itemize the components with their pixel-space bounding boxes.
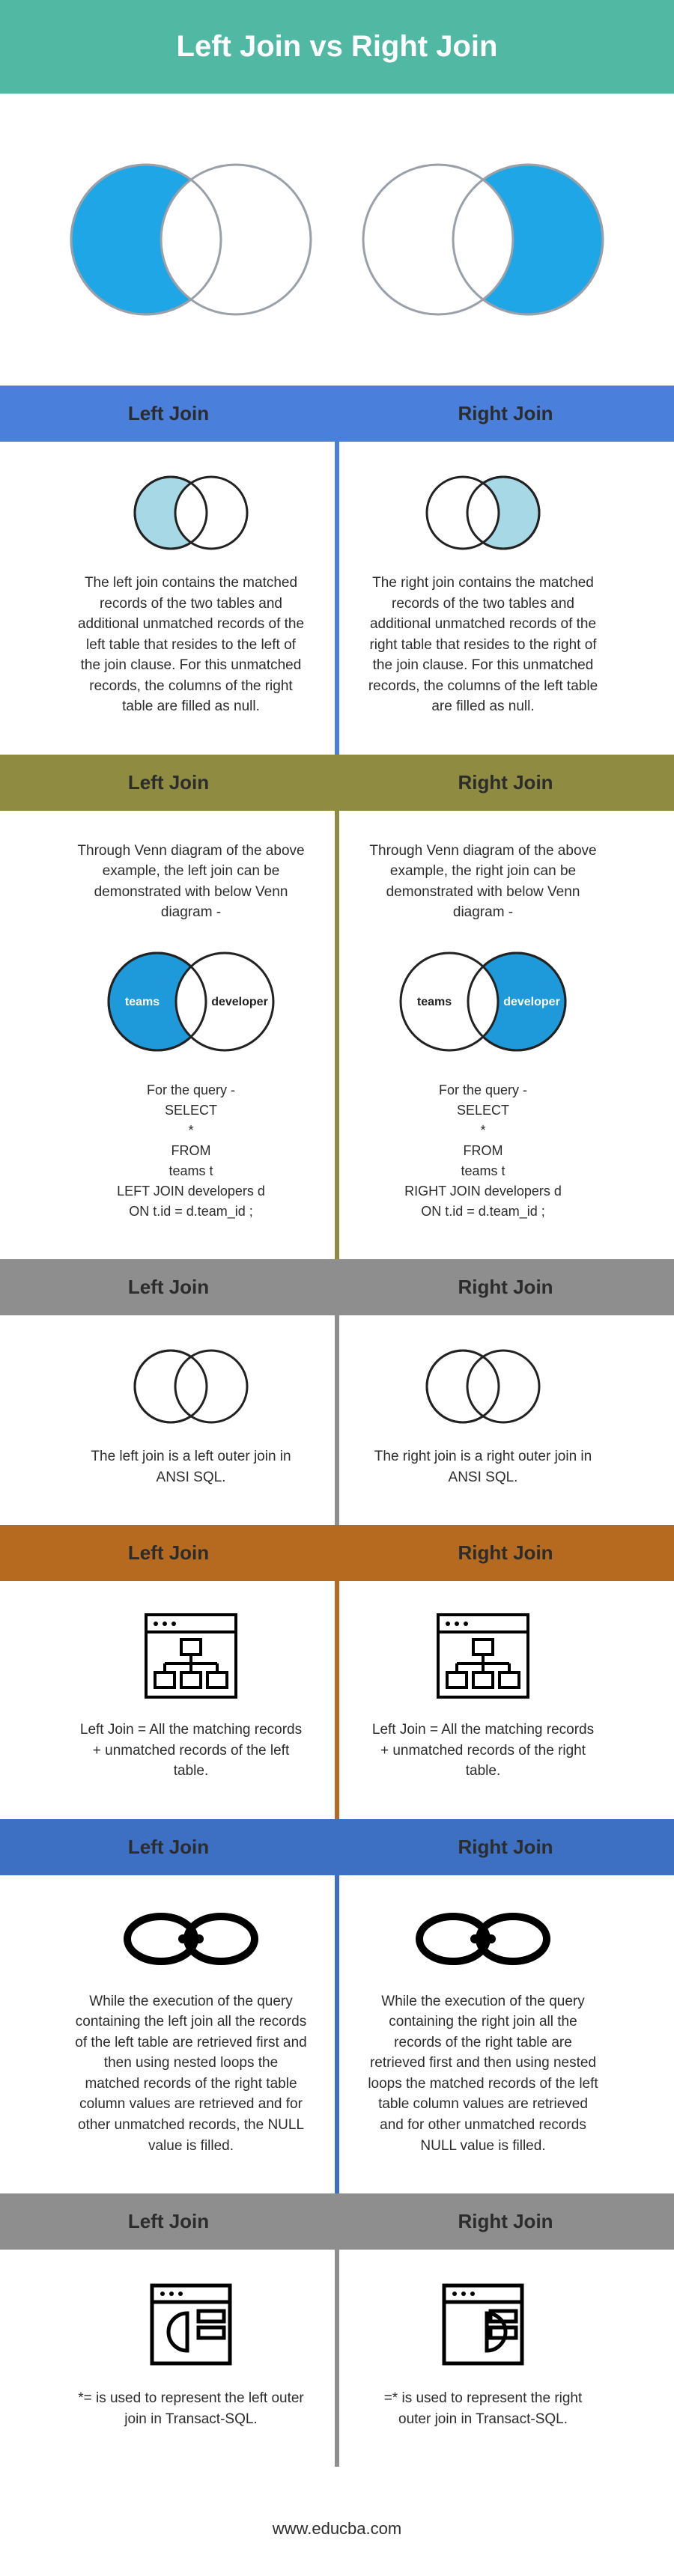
svg-text:teams: teams	[417, 996, 452, 1008]
description-text: The right join contains the matched reco…	[367, 573, 599, 717]
schema-icon	[434, 1611, 532, 1701]
body-cell: The right join is a right outer join in …	[337, 1315, 629, 1525]
venn-icon	[419, 1345, 547, 1428]
description-text: *= is used to represent the left outer j…	[75, 2388, 307, 2429]
header-cell: Right Join	[337, 1525, 674, 1581]
header-cell: Left Join	[0, 755, 337, 811]
header-cell: Left Join	[0, 1525, 337, 1581]
sql-code: For the query - SELECT * FROM teams t LE…	[117, 1080, 265, 1222]
header-cell: Left Join	[0, 2193, 337, 2250]
hero-venns	[45, 94, 629, 386]
body-cell: While the execution of the query contain…	[337, 1875, 629, 2193]
schema-icon	[142, 1611, 240, 1701]
chain-icon	[412, 1905, 554, 1973]
svg-text:developer: developer	[211, 996, 268, 1008]
body-cell: *= is used to represent the left outer j…	[45, 2250, 337, 2467]
section-body: *= is used to represent the left outer j…	[45, 2250, 629, 2467]
chain-icon	[120, 1905, 262, 1973]
body-cell: The left join is a left outer join in AN…	[45, 1315, 337, 1525]
section-header: Left JoinRight Join	[0, 1819, 674, 1875]
intro-text: Through Venn diagram of the above exampl…	[367, 841, 599, 923]
body-cell: The right join contains the matched reco…	[337, 442, 629, 755]
section-header: Left JoinRight Join	[0, 386, 674, 442]
comparison-sections: Left JoinRight JoinThe left join contain…	[45, 386, 629, 2467]
description-text: The left join contains the matched recor…	[75, 573, 307, 717]
header-cell: Right Join	[337, 755, 674, 811]
section-body: The left join is a left outer join in AN…	[45, 1315, 629, 1525]
section-header: Left JoinRight Join	[0, 1525, 674, 1581]
header-cell: Left Join	[0, 386, 337, 442]
body-cell: Left Join = All the matching records + u…	[337, 1581, 629, 1819]
body-cell: Through Venn diagram of the above exampl…	[337, 811, 629, 1259]
footer-url: www.educba.com	[45, 2467, 629, 2576]
svg-text:developer: developer	[503, 996, 560, 1008]
header-cell: Right Join	[337, 1259, 674, 1315]
section-divider	[335, 1875, 339, 2193]
header-cell: Left Join	[0, 1259, 337, 1315]
venn-icon	[127, 1345, 255, 1428]
description-text: =* is used to represent the right outer …	[367, 2388, 599, 2429]
description-text: Left Join = All the matching records + u…	[75, 1720, 307, 1782]
body-cell: The left join contains the matched recor…	[45, 442, 337, 755]
svg-text:teams: teams	[125, 996, 160, 1008]
venn-icon	[419, 472, 547, 554]
intro-text: Through Venn diagram of the above exampl…	[75, 841, 307, 923]
venn-labeled-icon: teams developer	[386, 942, 580, 1062]
section-divider	[335, 1581, 339, 1819]
section-header: Left JoinRight Join	[0, 1259, 674, 1315]
window-icon	[438, 2280, 528, 2369]
description-text: Left Join = All the matching records + u…	[367, 1720, 599, 1782]
section-body: Through Venn diagram of the above exampl…	[45, 811, 629, 1259]
header-cell: Right Join	[337, 386, 674, 442]
section-body: Left Join = All the matching records + u…	[45, 1581, 629, 1819]
venn-icon	[127, 472, 255, 554]
hero-venn-right	[356, 153, 610, 326]
description-text: While the execution of the query contain…	[75, 1991, 307, 2156]
section-body: The left join contains the matched recor…	[45, 442, 629, 755]
section-divider	[335, 442, 339, 755]
section-divider	[335, 2250, 339, 2467]
description-text: The right join is a right outer join in …	[367, 1446, 599, 1488]
section-header: Left JoinRight Join	[0, 755, 674, 811]
hero-venn-left	[64, 153, 318, 326]
header-cell: Right Join	[337, 1819, 674, 1875]
section-divider	[335, 811, 339, 1259]
header-cell: Right Join	[337, 2193, 674, 2250]
body-cell: Left Join = All the matching records + u…	[45, 1581, 337, 1819]
body-cell: Through Venn diagram of the above exampl…	[45, 811, 337, 1259]
venn-labeled-icon: teams developer	[94, 942, 288, 1062]
section-divider	[335, 1315, 339, 1525]
header-cell: Left Join	[0, 1819, 337, 1875]
body-cell: While the execution of the query contain…	[45, 1875, 337, 2193]
sql-code: For the query - SELECT * FROM teams t RI…	[404, 1080, 562, 1222]
description-text: The left join is a left outer join in AN…	[75, 1446, 307, 1488]
description-text: While the execution of the query contain…	[367, 1991, 599, 2156]
page-title: Left Join vs Right Join	[0, 0, 674, 94]
window-icon	[146, 2280, 236, 2369]
section-header: Left JoinRight Join	[0, 2193, 674, 2250]
page: Left Join vs Right Join Left JoinRight J…	[0, 0, 674, 2576]
section-body: While the execution of the query contain…	[45, 1875, 629, 2193]
body-cell: =* is used to represent the right outer …	[337, 2250, 629, 2467]
